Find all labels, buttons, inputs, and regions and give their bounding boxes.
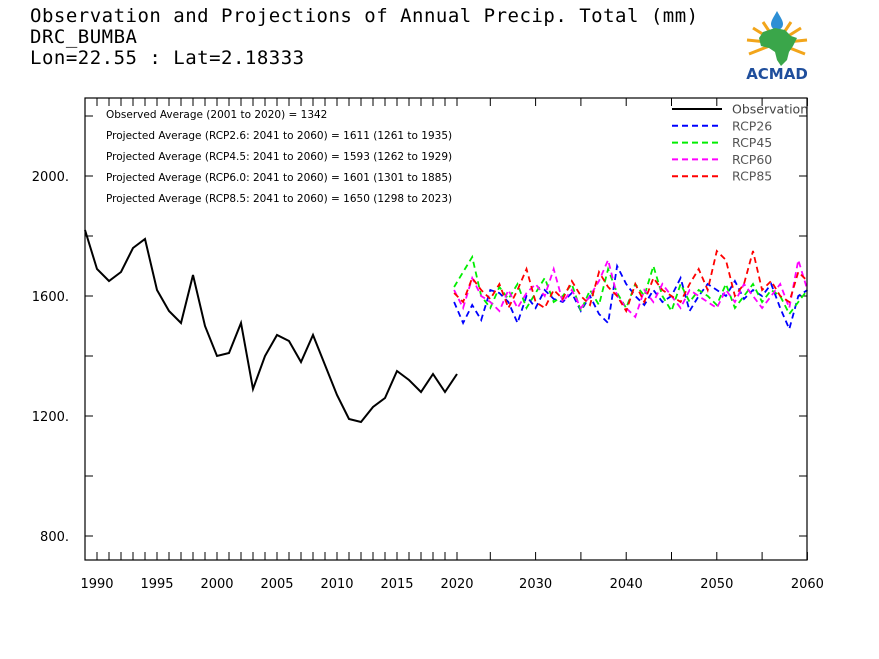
annotation-line: Projected Average (RCP6.0: 2041 to 2060)… — [106, 172, 452, 184]
series-layer — [84, 229, 809, 424]
legend-label-rcp85: RCP85 — [732, 169, 772, 184]
series-line-rcp45 — [453, 254, 809, 316]
legend-label-rcp26: RCP26 — [732, 118, 772, 133]
x-tick-label: 2050 — [700, 577, 733, 592]
legend-label-rcp45: RCP45 — [732, 135, 772, 150]
x-tick-label: 1995 — [140, 577, 173, 592]
annotation-line: Projected Average (RCP2.6: 2041 to 2060)… — [106, 130, 452, 142]
x-tick-label: 2010 — [320, 577, 353, 592]
annotation-line: Observed Average (2001 to 2020) = 1342 — [106, 109, 327, 121]
annotation-line: Projected Average (RCP8.5: 2041 to 2060)… — [106, 193, 452, 205]
series-line-rcp60 — [453, 257, 809, 319]
chart-title-block: Observation and Projections of Annual Pr… — [30, 6, 699, 69]
water-drop-icon — [771, 11, 783, 30]
acmad-logo: ACMAD — [746, 11, 808, 83]
legend-label-observation: Observation — [732, 102, 808, 117]
station-name: DRC_BUMBA — [30, 26, 138, 48]
series-line-observation — [84, 229, 458, 424]
y-tick-label: 1200. — [32, 410, 69, 425]
x-tick-labels: 1990 1995 2000 2005 2010 2015 2020 2030 2040 2050… — [80, 577, 823, 592]
y-tick-label: 800. — [40, 530, 69, 545]
x-tick-label: 2015 — [380, 577, 413, 592]
series-line-rcp85 — [453, 249, 809, 314]
legend-label-rcp60: RCP60 — [732, 152, 772, 167]
chart-title: Observation and Projections of Annual Pr… — [30, 5, 699, 27]
y-tick-label: 2000. — [32, 170, 69, 185]
x-tick-label: 2060 — [791, 577, 824, 592]
logo-text: ACMAD — [746, 65, 808, 83]
y-tick-label: 1600. — [32, 290, 69, 305]
x-tick-label: 2020 — [440, 577, 473, 592]
annotation-line: Projected Average (RCP4.5: 2041 to 2060)… — [106, 151, 452, 163]
series-line-rcp26 — [453, 263, 808, 332]
y-tick-labels: 800. 1200. 1600. 2000. — [32, 170, 69, 545]
axis-ticks — [84, 98, 808, 560]
plot-frame — [84, 97, 808, 561]
x-tick-label: 2005 — [260, 577, 293, 592]
annotation-block: Observed Average (2001 to 2020) = 1342 Pr… — [106, 109, 452, 205]
x-tick-label: 2000 — [200, 577, 233, 592]
x-tick-label: 2040 — [610, 577, 643, 592]
x-tick-label: 1990 — [80, 577, 113, 592]
x-tick-label: 2030 — [519, 577, 552, 592]
africa-map-icon — [759, 28, 797, 66]
station-coordinates: Lon=22.55 : Lat=2.18333 — [30, 47, 305, 69]
